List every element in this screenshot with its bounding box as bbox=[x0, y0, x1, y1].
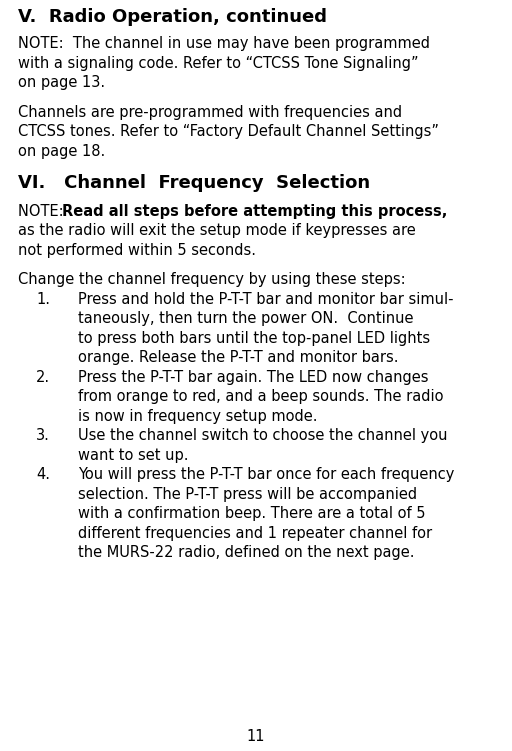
Text: Use the channel switch to choose the channel you: Use the channel switch to choose the cha… bbox=[78, 428, 447, 443]
Text: is now in frequency setup mode.: is now in frequency setup mode. bbox=[78, 409, 317, 424]
Text: 3.: 3. bbox=[36, 428, 50, 443]
Text: to press both bars until the top-panel LED lights: to press both bars until the top-panel L… bbox=[78, 330, 430, 345]
Text: with a signaling code. Refer to “CTCSS Tone Signaling”: with a signaling code. Refer to “CTCSS T… bbox=[18, 56, 419, 71]
Text: 4.: 4. bbox=[36, 467, 50, 482]
Text: Read all steps before attempting this process,: Read all steps before attempting this pr… bbox=[62, 204, 447, 219]
Text: selection. The P-T-T press will be accompanied: selection. The P-T-T press will be accom… bbox=[78, 487, 417, 502]
Text: NOTE:: NOTE: bbox=[18, 204, 68, 219]
Text: 11: 11 bbox=[247, 729, 265, 744]
Text: Press and hold the P-T-T bar and monitor bar simul-: Press and hold the P-T-T bar and monitor… bbox=[78, 291, 454, 306]
Text: from orange to red, and a beep sounds. The radio: from orange to red, and a beep sounds. T… bbox=[78, 389, 443, 404]
Text: orange. Release the P-T-T and monitor bars.: orange. Release the P-T-T and monitor ba… bbox=[78, 350, 398, 365]
Text: on page 18.: on page 18. bbox=[18, 143, 105, 158]
Text: 1.: 1. bbox=[36, 291, 50, 306]
Text: Change the channel frequency by using these steps:: Change the channel frequency by using th… bbox=[18, 272, 406, 287]
Text: Press the P-T-T bar again. The LED now changes: Press the P-T-T bar again. The LED now c… bbox=[78, 369, 429, 385]
Text: as the radio will exit the setup mode if keypresses are: as the radio will exit the setup mode if… bbox=[18, 223, 416, 238]
Text: Channels are pre-programmed with frequencies and: Channels are pre-programmed with frequen… bbox=[18, 105, 402, 119]
Text: CTCSS tones. Refer to “Factory Default Channel Settings”: CTCSS tones. Refer to “Factory Default C… bbox=[18, 124, 439, 139]
Text: with a confirmation beep. There are a total of 5: with a confirmation beep. There are a to… bbox=[78, 506, 425, 521]
Text: not performed within 5 seconds.: not performed within 5 seconds. bbox=[18, 243, 256, 258]
Text: V.  Radio Operation, continued: V. Radio Operation, continued bbox=[18, 8, 327, 26]
Text: 2.: 2. bbox=[36, 369, 50, 385]
Text: different frequencies and 1 repeater channel for: different frequencies and 1 repeater cha… bbox=[78, 526, 432, 541]
Text: the MURS-22 radio, defined on the next page.: the MURS-22 radio, defined on the next p… bbox=[78, 545, 415, 560]
Text: You will press the P-T-T bar once for each frequency: You will press the P-T-T bar once for ea… bbox=[78, 467, 454, 482]
Text: taneously, then turn the power ON.  Continue: taneously, then turn the power ON. Conti… bbox=[78, 311, 414, 326]
Text: want to set up.: want to set up. bbox=[78, 448, 188, 463]
Text: on page 13.: on page 13. bbox=[18, 75, 105, 90]
Text: VI.   Channel  Frequency  Selection: VI. Channel Frequency Selection bbox=[18, 174, 370, 192]
Text: NOTE:  The channel in use may have been programmed: NOTE: The channel in use may have been p… bbox=[18, 36, 430, 51]
